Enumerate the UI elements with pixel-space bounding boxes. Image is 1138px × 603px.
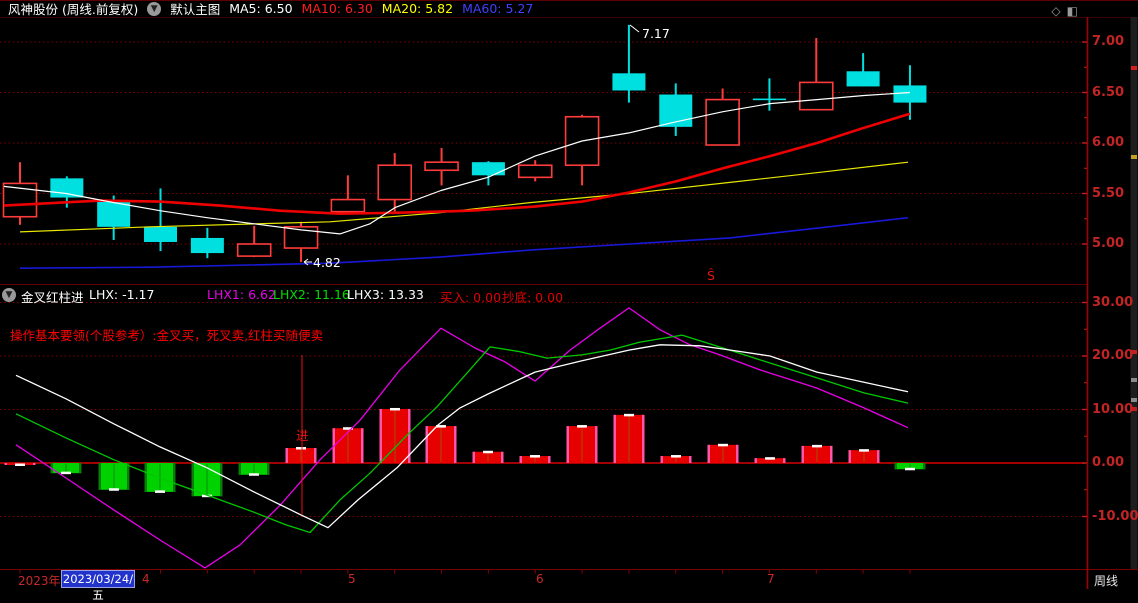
lhx3-label: LHX3: 13.33 xyxy=(347,287,424,302)
indicator-name[interactable]: 金叉红柱进 xyxy=(21,290,84,305)
svg-text:7.17: 7.17 xyxy=(642,26,670,41)
month-label-5: 5 xyxy=(348,572,356,586)
svg-text:4.82: 4.82 xyxy=(313,255,341,270)
buy-label: 买入: 0.00 xyxy=(440,290,502,305)
main-chart-canvas[interactable]: 7.17 4.82 Ŝ 进 xyxy=(0,0,1138,589)
month-label-6: 6 xyxy=(536,572,544,586)
selected-date-badge[interactable]: 2023/03/24/五 xyxy=(61,570,135,602)
axis-tick-label: 6.50 xyxy=(1092,84,1125,100)
strategy-note: 操作基本要领(个股参考）:金叉买，死叉卖,红柱买随便卖 xyxy=(10,328,324,343)
panel-layout-icon[interactable]: ◧ xyxy=(1066,4,1084,18)
month-label-4: 4 xyxy=(142,572,150,586)
axis-tick-label: -10.00 xyxy=(1092,508,1138,524)
axis-tick-label: 6.00 xyxy=(1092,135,1125,150)
svg-text:Ŝ: Ŝ xyxy=(707,268,715,283)
axis-tick-label: 20.00 xyxy=(1092,348,1134,363)
chevron-down-circle-icon[interactable]: ▼ xyxy=(2,288,16,302)
window-corner-icons: ◇◧ xyxy=(1051,4,1084,18)
month-label-7: 7 xyxy=(767,572,775,586)
date-axis: 2023年 2023/03/24/五 4 5 6 7 周线 xyxy=(0,570,1138,602)
dip-buy-label: 抄底: 0.00 xyxy=(502,290,564,305)
chevron-down-circle-icon[interactable]: ▼ xyxy=(147,1,162,16)
lhx1-label: LHX1: 6.62 xyxy=(207,287,276,302)
ma5-label: MA5: 6.50 xyxy=(229,1,293,16)
lhx2-label: LHX2: 11.16 xyxy=(273,287,350,302)
year-label: 2023年 xyxy=(18,574,61,588)
ma20-label: MA20: 5.82 xyxy=(381,1,454,16)
axis-tick-label: 0.00 xyxy=(1092,455,1125,470)
diamond-icon[interactable]: ◇ xyxy=(1051,4,1067,18)
axis-tick-label: 30.00 xyxy=(1092,294,1134,310)
ma60-label: MA60: 5.27 xyxy=(462,1,534,16)
indicator-header: ▼ 金叉红柱进 LHX: -1.17 LHX1: 6.62 LHX2: 11.1… xyxy=(0,287,1080,305)
stock-title: 风神股份 (周线.前复权) xyxy=(8,2,139,17)
axis-tick-label: 7.00 xyxy=(1092,34,1125,49)
axis-tick-label: 5.50 xyxy=(1092,185,1125,201)
indicator-value: LHX: -1.17 xyxy=(89,287,155,302)
title-bar: 风神股份 (周线.前复权) ▼ 默认主图 MA5: 6.50 MA10: 6.3… xyxy=(0,0,1138,17)
period-label[interactable]: 周线 xyxy=(1094,574,1119,588)
main-chart-selector[interactable]: 默认主图 xyxy=(170,2,221,17)
axis-tick-label: 10.00 xyxy=(1092,401,1134,417)
svg-text:进: 进 xyxy=(296,428,309,443)
ma10-label: MA10: 6.30 xyxy=(301,1,373,16)
axis-tick-label: 5.00 xyxy=(1092,236,1125,251)
